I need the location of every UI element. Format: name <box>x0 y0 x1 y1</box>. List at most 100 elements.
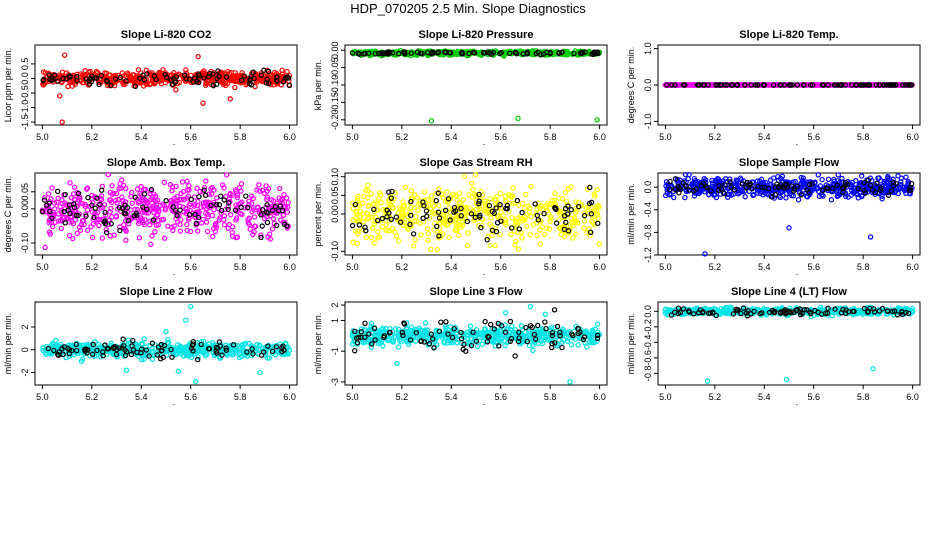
data-point <box>165 337 171 343</box>
data-point <box>902 82 908 88</box>
data-point <box>71 201 77 207</box>
data-point <box>167 203 174 209</box>
data-point <box>349 50 356 56</box>
data-point <box>113 351 120 358</box>
data-point <box>180 188 187 195</box>
data-point <box>485 234 491 240</box>
data-point <box>860 185 866 191</box>
data-point <box>504 206 510 212</box>
data-point <box>233 202 239 208</box>
data-point <box>59 346 65 352</box>
data-point <box>263 209 269 216</box>
data-point <box>119 194 125 200</box>
data-point <box>190 348 196 354</box>
data-point <box>247 226 253 232</box>
x-tick-label: 5.0 <box>346 262 359 272</box>
x-tick-label: 5.2 <box>86 392 99 402</box>
data-point <box>565 211 571 217</box>
data-point <box>883 82 890 88</box>
data-point <box>62 220 68 226</box>
data-point <box>709 183 716 189</box>
data-point <box>75 190 82 196</box>
data-point <box>525 203 531 209</box>
data-point <box>477 212 483 219</box>
data-point <box>264 196 270 203</box>
y-tick-label: 0.0 <box>643 181 653 194</box>
data-point <box>102 218 108 224</box>
x-tick-label: 5.6 <box>807 132 820 142</box>
x-tick-label: 5.4 <box>135 262 148 272</box>
data-point <box>230 342 237 348</box>
data-point <box>242 340 249 347</box>
data-point <box>855 185 861 192</box>
data-point <box>227 96 233 102</box>
data-point <box>541 210 547 217</box>
x-axis-dot: . <box>483 397 486 407</box>
data-point <box>218 193 224 199</box>
data-point <box>193 215 199 221</box>
data-point <box>206 73 212 80</box>
y-tick-label: 2 <box>330 303 340 308</box>
data-point <box>467 323 474 329</box>
data-point <box>868 182 874 189</box>
data-point <box>389 188 395 195</box>
data-point <box>390 339 396 345</box>
data-point <box>416 325 422 331</box>
data-point <box>66 232 73 239</box>
data-point <box>713 179 719 186</box>
data-point <box>388 195 395 201</box>
data-point <box>201 348 207 355</box>
data-point <box>265 343 271 349</box>
data-point <box>497 50 503 57</box>
data-point <box>135 342 142 349</box>
plot-frame <box>34 44 298 126</box>
data-point <box>277 203 284 209</box>
data-point <box>365 182 371 189</box>
data-point <box>163 74 170 80</box>
data-point <box>830 185 836 192</box>
data-point <box>251 214 258 220</box>
data-point <box>214 75 220 82</box>
data-point <box>67 73 73 79</box>
data-point <box>62 191 68 198</box>
x-axis-dot: . <box>796 267 799 277</box>
data-point <box>192 75 198 81</box>
data-point <box>569 220 575 226</box>
data-point <box>112 343 118 350</box>
data-point <box>842 189 848 196</box>
data-point <box>441 218 448 224</box>
data-point <box>219 352 225 358</box>
x-tick-label: 5.0 <box>36 132 49 142</box>
data-point <box>800 175 806 181</box>
data-point <box>128 351 135 358</box>
data-point <box>254 341 260 348</box>
data-point <box>422 320 429 326</box>
x-tick-label: 5.4 <box>758 262 771 272</box>
data-point <box>556 195 562 201</box>
data-point <box>355 230 361 237</box>
panel-4: Slope Amb. Box Temp.5.0 5.2 5.4 5.6 5.8 6.0.-… <box>3 157 298 277</box>
data-point <box>201 184 208 191</box>
data-point <box>424 225 431 232</box>
data-point <box>734 82 740 88</box>
data-point <box>119 345 125 351</box>
data-point <box>575 342 581 348</box>
data-point <box>743 184 750 191</box>
y-tick-label: -1 <box>330 347 340 355</box>
data-point <box>270 343 277 350</box>
data-point <box>96 222 102 229</box>
data-point <box>208 191 215 197</box>
data-point <box>163 205 169 211</box>
y-tick-label: 0.00 <box>330 205 340 223</box>
panel-title: Slope Sample Flow <box>739 157 840 169</box>
data-point <box>518 323 525 329</box>
data-point <box>122 202 128 208</box>
y-axis-label: degrees C per min. <box>3 176 13 253</box>
data-point <box>257 369 263 376</box>
y-tick-label: -0.10 <box>20 233 30 254</box>
y-tick-label: -0.05 <box>330 57 340 78</box>
data-point <box>425 237 431 244</box>
data-point <box>664 82 670 88</box>
data-point <box>363 227 369 234</box>
